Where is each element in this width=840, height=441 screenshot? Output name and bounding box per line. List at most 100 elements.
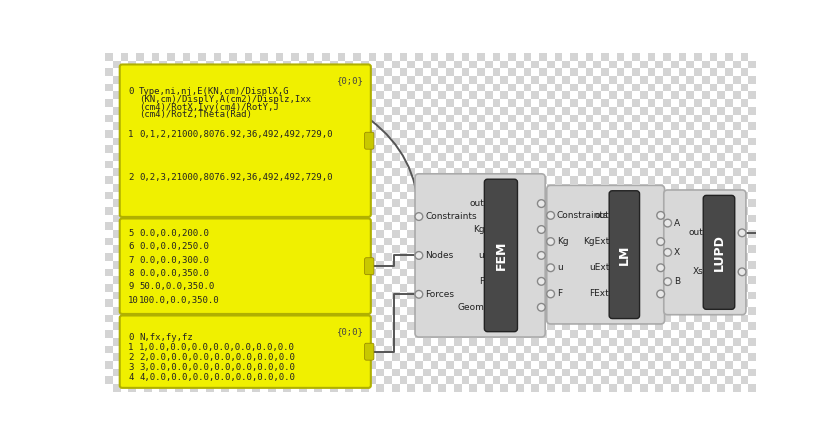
Bar: [384, 53, 391, 60]
Bar: [585, 161, 593, 168]
Bar: [237, 230, 244, 238]
Bar: [252, 115, 260, 122]
Bar: [167, 253, 175, 261]
Bar: [485, 191, 492, 199]
Bar: [400, 238, 407, 246]
Bar: [710, 107, 717, 115]
Bar: [470, 400, 477, 407]
FancyBboxPatch shape: [547, 185, 664, 324]
Bar: [593, 122, 601, 130]
Bar: [322, 253, 330, 261]
Bar: [400, 191, 407, 199]
Bar: [415, 330, 423, 338]
Bar: [190, 222, 198, 230]
Bar: [562, 392, 570, 400]
Bar: [198, 361, 206, 369]
Bar: [609, 146, 617, 153]
Bar: [175, 76, 182, 84]
Bar: [617, 53, 624, 60]
Bar: [268, 338, 276, 345]
Bar: [732, 361, 741, 369]
Bar: [470, 284, 477, 292]
Bar: [252, 384, 260, 392]
Bar: [516, 76, 523, 84]
Bar: [663, 276, 671, 284]
Bar: [632, 84, 640, 91]
Bar: [585, 384, 593, 392]
Bar: [717, 153, 725, 161]
Bar: [601, 384, 609, 392]
Bar: [167, 184, 175, 191]
Bar: [632, 284, 640, 292]
Bar: [748, 122, 756, 130]
Bar: [291, 384, 299, 392]
Bar: [523, 276, 531, 284]
Bar: [198, 138, 206, 146]
Bar: [609, 107, 617, 115]
Bar: [299, 392, 307, 400]
Bar: [190, 315, 198, 322]
Bar: [229, 115, 237, 122]
Bar: [679, 184, 686, 191]
Bar: [151, 184, 160, 191]
Bar: [244, 130, 252, 138]
Bar: [345, 284, 353, 292]
Bar: [756, 199, 764, 207]
Bar: [391, 153, 400, 161]
Bar: [407, 99, 415, 107]
Bar: [129, 276, 136, 284]
Bar: [283, 353, 291, 361]
Bar: [221, 238, 229, 246]
Bar: [562, 191, 570, 199]
Bar: [206, 68, 213, 76]
Bar: [190, 361, 198, 369]
Bar: [461, 91, 470, 99]
Bar: [345, 269, 353, 276]
Bar: [182, 330, 190, 338]
Bar: [531, 53, 539, 60]
Bar: [741, 276, 748, 284]
Bar: [291, 161, 299, 168]
Bar: [400, 338, 407, 345]
Bar: [748, 191, 756, 199]
Bar: [748, 369, 756, 376]
Bar: [206, 84, 213, 91]
Bar: [198, 115, 206, 122]
Bar: [136, 253, 144, 261]
Bar: [237, 153, 244, 161]
Bar: [291, 322, 299, 330]
Bar: [136, 91, 144, 99]
Bar: [384, 345, 391, 353]
Bar: [415, 146, 423, 153]
Bar: [338, 230, 345, 238]
Bar: [485, 176, 492, 184]
Bar: [299, 353, 307, 361]
Bar: [276, 122, 283, 130]
Bar: [415, 153, 423, 161]
Bar: [299, 253, 307, 261]
Bar: [415, 353, 423, 361]
Bar: [144, 107, 151, 115]
Bar: [268, 284, 276, 292]
Text: uExt: uExt: [589, 263, 609, 272]
Bar: [353, 199, 360, 207]
Bar: [206, 107, 213, 115]
Bar: [764, 107, 771, 115]
Bar: [400, 400, 407, 407]
Bar: [369, 246, 376, 253]
Bar: [492, 168, 501, 176]
Bar: [360, 384, 369, 392]
Bar: [276, 68, 283, 76]
Bar: [663, 222, 671, 230]
Bar: [345, 392, 353, 400]
Bar: [694, 107, 701, 115]
Bar: [376, 269, 384, 276]
Bar: [547, 184, 554, 191]
Bar: [113, 230, 120, 238]
Text: Geom: Geom: [458, 303, 485, 312]
Bar: [477, 122, 485, 130]
Bar: [330, 199, 338, 207]
Bar: [531, 330, 539, 338]
Bar: [423, 107, 431, 115]
Bar: [470, 153, 477, 161]
